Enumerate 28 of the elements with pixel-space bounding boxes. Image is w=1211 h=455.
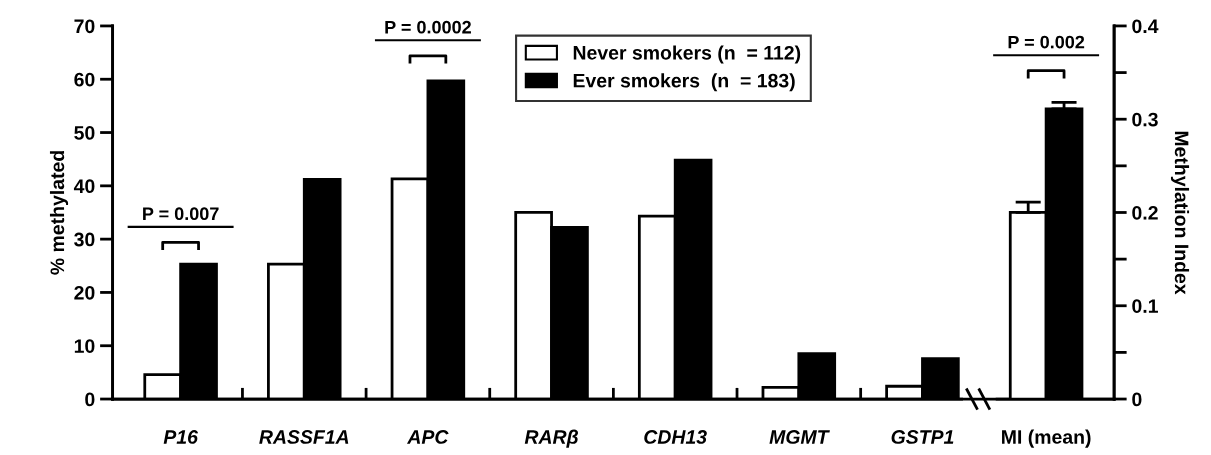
y-tick-label: 0: [85, 392, 95, 407]
y-tick-label: 70: [74, 19, 95, 34]
x-tick-label: RARβ: [524, 429, 578, 448]
x-tick-label: RASSF1A: [259, 430, 349, 444]
x-tick-label: APC: [406, 430, 449, 444]
y-tick-label: 50: [74, 126, 95, 140]
annotation: P = 0.007: [143, 207, 219, 221]
legend-label: Never smokers (n = 112): [573, 45, 801, 64]
y2-tick-label: 0.3: [1132, 112, 1158, 127]
x-tick-label: P16: [163, 430, 199, 444]
legend-label: Ever smokers (n = 183): [573, 73, 795, 92]
y-axis-title: % methylated: [49, 151, 69, 275]
x-tick-label: MGMT: [769, 430, 830, 444]
y2-tick-label: 0.1: [1132, 299, 1158, 313]
y-tick-label: 60: [74, 72, 95, 87]
y-tick-label: 30: [74, 232, 95, 247]
annotation: P = 0.002: [1008, 35, 1085, 49]
x-tick-label: CDH13: [644, 430, 707, 444]
x-tick-label: GSTP1: [891, 430, 954, 444]
y2-axis-title: Methylation Index: [1170, 131, 1190, 295]
y-tick-label: 20: [74, 285, 95, 300]
y2-tick-label: 0.2: [1132, 205, 1158, 220]
y2-tick-label: 0: [1132, 392, 1142, 407]
annotation: P = 0.0002: [385, 20, 471, 34]
y-tick-label: 40: [73, 179, 95, 194]
y-tick-label: 10: [74, 339, 95, 353]
y2-tick-label: 0.4: [1132, 19, 1159, 34]
x-tick-label: MI (mean): [1002, 429, 1091, 448]
